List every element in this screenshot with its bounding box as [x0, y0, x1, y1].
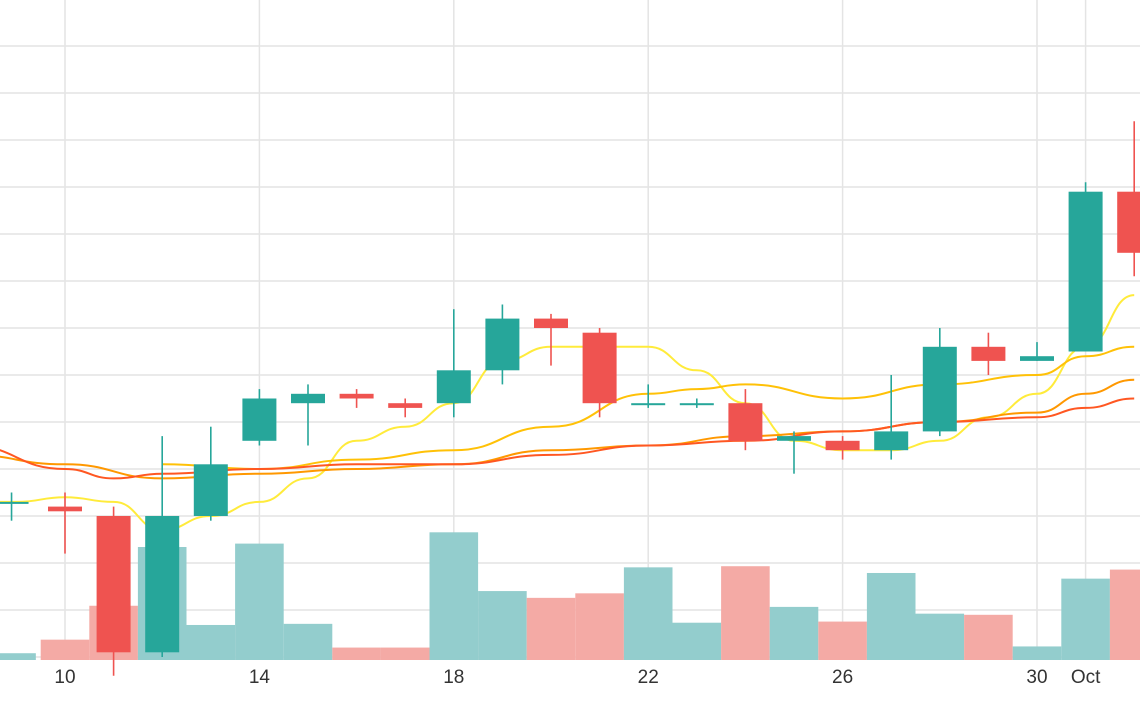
candle-body	[874, 431, 909, 451]
volume-bar	[915, 613, 965, 660]
volume-bar	[672, 622, 722, 660]
candle	[534, 313, 568, 366]
candle	[242, 389, 277, 446]
candle	[679, 398, 714, 408]
x-tick-label: 18	[443, 667, 464, 688]
candle	[291, 384, 325, 446]
candle	[874, 375, 909, 460]
volume-bar	[1109, 569, 1140, 660]
candle-body	[971, 346, 1006, 361]
candle	[825, 436, 860, 460]
volume-bar	[1061, 578, 1110, 660]
candle	[777, 431, 811, 474]
candle-body	[96, 516, 131, 653]
volume-bar	[575, 593, 624, 660]
candle-body	[825, 440, 860, 451]
candle	[48, 492, 82, 554]
candle	[96, 506, 131, 676]
volume-bar	[186, 624, 236, 660]
candle	[145, 436, 180, 657]
candle-body	[728, 403, 763, 441]
candle-body	[291, 393, 325, 404]
candle-body	[777, 436, 811, 441]
x-tick-label: 30	[1026, 667, 1047, 688]
candle	[1068, 182, 1103, 352]
candle-body	[1020, 356, 1054, 361]
x-tick-label: 14	[249, 667, 271, 688]
volume-bar	[1012, 646, 1062, 660]
candle-body	[145, 516, 180, 653]
candle-body	[631, 403, 666, 406]
volume-bar	[721, 566, 770, 660]
volume-bar	[478, 591, 527, 660]
candle	[388, 398, 423, 418]
vertical-gridlines	[64, 0, 1087, 660]
candle-body	[436, 370, 471, 404]
candle-body	[242, 398, 277, 441]
x-tick-label: 10	[54, 667, 75, 688]
candle	[728, 389, 763, 451]
candle	[339, 389, 374, 408]
candle-body	[1117, 191, 1140, 253]
volume-bar	[235, 543, 284, 660]
x-axis-tick-labels: 10 14 18 22 26 30 Oct	[54, 667, 1101, 688]
moving-average-line	[0, 294, 1135, 532]
candle	[631, 384, 666, 408]
moving-average-line	[162, 345, 1135, 471]
candle	[582, 328, 617, 418]
candle-body	[339, 393, 374, 399]
candle	[193, 426, 228, 521]
x-tick-label: Oct	[1071, 667, 1101, 688]
volume-bar	[332, 647, 381, 660]
candle	[1117, 121, 1140, 277]
candle-body	[534, 318, 568, 328]
candle	[485, 304, 520, 385]
candle	[1020, 342, 1054, 361]
candle-body	[1068, 191, 1103, 352]
volume-bar	[40, 639, 90, 660]
moving-average-line	[0, 378, 1135, 480]
volume-bar	[623, 567, 673, 660]
moving-average-line	[0, 397, 1135, 480]
volume-bar	[526, 597, 576, 660]
x-tick-label: 26	[832, 667, 853, 688]
volume-bar	[283, 623, 333, 660]
candle-body	[582, 332, 617, 404]
candle	[0, 492, 29, 521]
candle	[436, 309, 471, 418]
candle	[971, 332, 1006, 375]
volume-bar	[380, 647, 430, 660]
volume-bar	[429, 532, 479, 660]
candle-body	[485, 318, 520, 371]
x-tick-label: 22	[638, 667, 659, 688]
candle-body	[679, 403, 714, 406]
candle-body	[48, 506, 82, 512]
candle-body	[0, 501, 29, 504]
volume-bar	[769, 606, 819, 660]
candle-body	[922, 346, 957, 432]
volume-bar	[964, 614, 1013, 660]
candles	[0, 121, 1140, 676]
volume-bar	[0, 653, 36, 660]
volume-bar	[866, 572, 916, 660]
candle-body	[388, 403, 423, 408]
candle-body	[193, 464, 228, 516]
volume-bar	[818, 621, 867, 660]
candle	[922, 328, 957, 437]
moving-average-lines	[0, 294, 1135, 532]
